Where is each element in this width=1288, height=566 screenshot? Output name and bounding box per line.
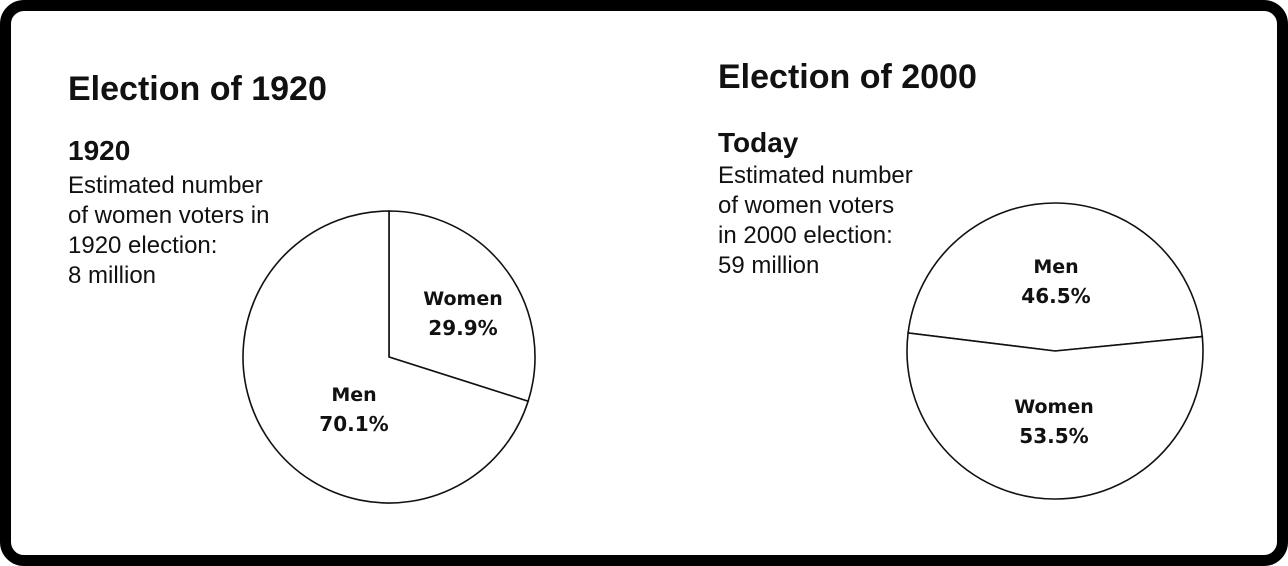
chart-title-2000: Election of 2000 <box>718 58 977 96</box>
slice-label-women-2000: Women <box>1014 396 1094 418</box>
note-line: 8 million <box>68 262 157 289</box>
slice-value-men-1920: 70.1% <box>319 412 388 436</box>
pie-slice-men-1920 <box>242 210 530 504</box>
note-line: 59 million <box>718 252 820 279</box>
pie-slice-women-2000 <box>906 332 1204 500</box>
note-line: in 2000 election: <box>718 222 893 249</box>
slice-label-men-1920: Men <box>331 384 376 406</box>
slice-value-men-2000: 46.5% <box>1021 284 1090 308</box>
chart-subtitle-1920: 1920 <box>68 135 131 166</box>
pie-chart-1920: Women 29.9% Men 70.1% <box>242 210 536 504</box>
panel-2000: Election of 2000 Today Estimated number … <box>651 11 1277 555</box>
voter-estimate-note-2000: Estimated number of women voters in 2000… <box>718 161 913 281</box>
slice-label-men-2000: Men <box>1033 256 1078 278</box>
note-line: of women voters <box>718 192 895 219</box>
slice-value-women-1920: 29.9% <box>428 316 497 340</box>
pie-slice-men-2000 <box>907 202 1204 352</box>
slice-value-women-2000: 53.5% <box>1019 424 1088 448</box>
panel-1920: Election of 1920 1920 Estimated number o… <box>11 11 651 555</box>
note-line: Estimated number <box>68 172 263 199</box>
voter-estimate-note-1920: Estimated number of women voters in 1920… <box>68 171 269 291</box>
pie-slice-women-1920 <box>388 210 536 403</box>
chart-title-1920: Election of 1920 <box>68 70 327 108</box>
pie-chart-2000: Men 46.5% Women 53.5% <box>906 202 1204 500</box>
chart-subtitle-2000: Today <box>718 127 799 158</box>
note-line: Estimated number <box>718 162 913 189</box>
note-line: of women voters in <box>68 202 270 229</box>
slice-label-women-1920: Women <box>423 288 503 310</box>
note-line: 1920 election: <box>68 232 218 259</box>
